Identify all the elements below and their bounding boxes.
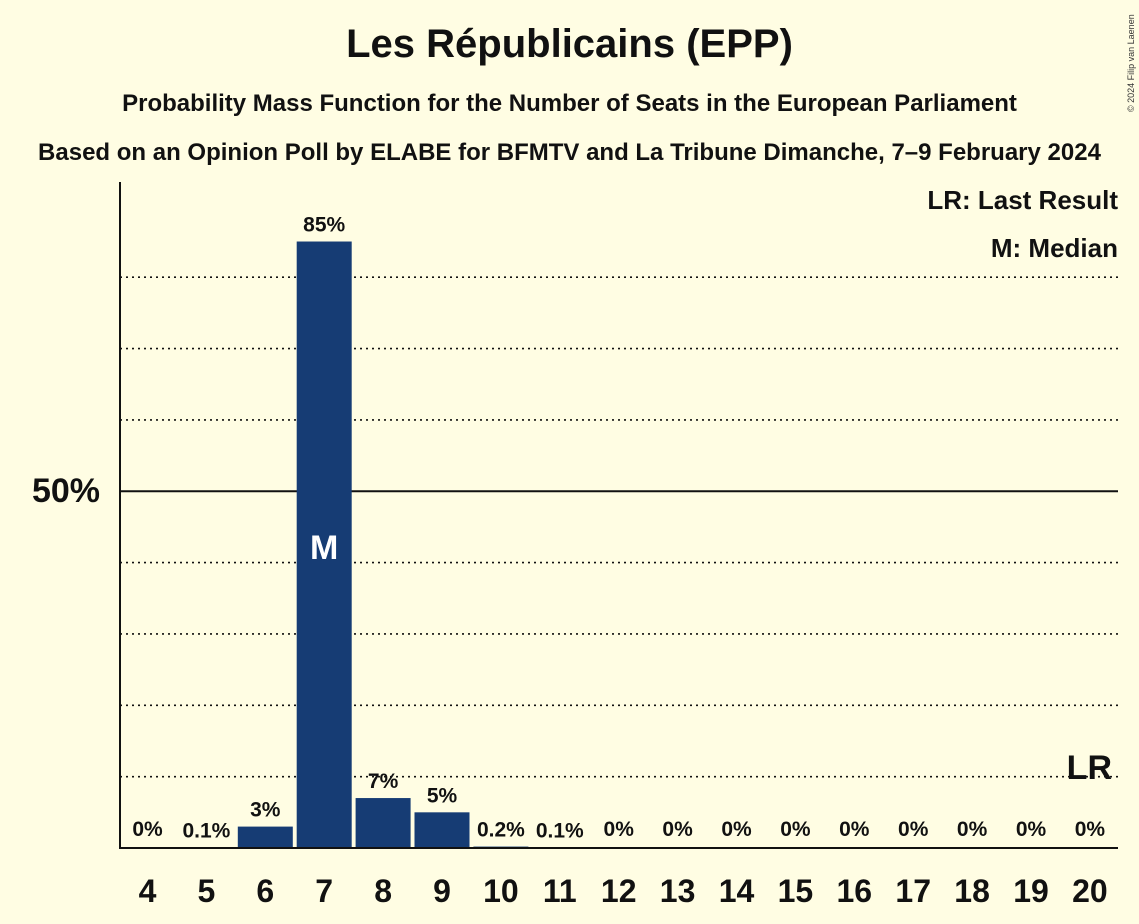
x-tick-5: 5 bbox=[198, 873, 216, 909]
bar-6 bbox=[237, 826, 293, 848]
value-label-13: 0% bbox=[662, 818, 693, 841]
bar-8 bbox=[355, 798, 411, 848]
x-tick-20: 20 bbox=[1072, 873, 1108, 909]
value-label-5: 0.1% bbox=[182, 819, 230, 842]
x-tick-17: 17 bbox=[895, 873, 931, 909]
bar-9 bbox=[414, 812, 470, 848]
x-tick-14: 14 bbox=[719, 873, 755, 909]
value-label-6: 3% bbox=[250, 799, 281, 822]
x-tick-12: 12 bbox=[601, 873, 637, 909]
median-marker: M bbox=[310, 529, 338, 567]
x-tick-18: 18 bbox=[954, 873, 990, 909]
value-label-19: 0% bbox=[1016, 818, 1047, 841]
value-label-12: 0% bbox=[604, 818, 635, 841]
bar-7 bbox=[296, 241, 352, 848]
legend-last-result: LR: Last Result bbox=[927, 185, 1118, 215]
last-result-marker: LR bbox=[1067, 749, 1112, 787]
x-tick-11: 11 bbox=[543, 873, 577, 909]
x-tick-16: 16 bbox=[837, 873, 873, 909]
value-label-17: 0% bbox=[898, 818, 929, 841]
x-tick-19: 19 bbox=[1013, 873, 1049, 909]
value-label-9: 5% bbox=[427, 784, 458, 807]
chart-title: Les Républicains (EPP) bbox=[346, 22, 793, 66]
value-label-10: 0.2% bbox=[477, 819, 525, 842]
value-label-11: 0.1% bbox=[536, 819, 584, 842]
value-label-14: 0% bbox=[721, 818, 752, 841]
y-tick-label-50: 50% bbox=[32, 472, 100, 510]
x-tick-6: 6 bbox=[256, 873, 274, 909]
value-label-18: 0% bbox=[957, 818, 988, 841]
x-tick-13: 13 bbox=[660, 873, 696, 909]
x-tick-labels: 4 5 6 7 8 9 10 11 12 13 14 15 16 17 18 19 20 bbox=[139, 873, 1108, 909]
x-tick-4: 4 bbox=[139, 873, 157, 909]
value-label-20: 0% bbox=[1075, 818, 1106, 841]
chart-source-note: Based on an Opinion Poll by ELABE for BF… bbox=[38, 139, 1101, 166]
bars bbox=[178, 241, 588, 848]
x-tick-9: 9 bbox=[433, 873, 451, 909]
legend-median: M: Median bbox=[991, 233, 1118, 263]
value-label-4: 0% bbox=[132, 818, 163, 841]
gridlines bbox=[120, 276, 1118, 778]
x-tick-15: 15 bbox=[778, 873, 814, 909]
chart-subtitle: Probability Mass Function for the Number… bbox=[122, 90, 1017, 117]
x-tick-7: 7 bbox=[315, 873, 333, 909]
value-labels: 0% 0.1% 3% 85% M 7% 5% 0.2% 0.1% 0% 0% 0% 0% 0% 0% 0% 0%… bbox=[132, 214, 1112, 843]
x-tick-8: 8 bbox=[374, 873, 392, 909]
value-label-7: 85% bbox=[303, 214, 345, 237]
value-label-16: 0% bbox=[839, 818, 870, 841]
value-label-15: 0% bbox=[780, 818, 811, 841]
value-label-8: 7% bbox=[368, 770, 399, 793]
x-tick-10: 10 bbox=[483, 873, 519, 909]
